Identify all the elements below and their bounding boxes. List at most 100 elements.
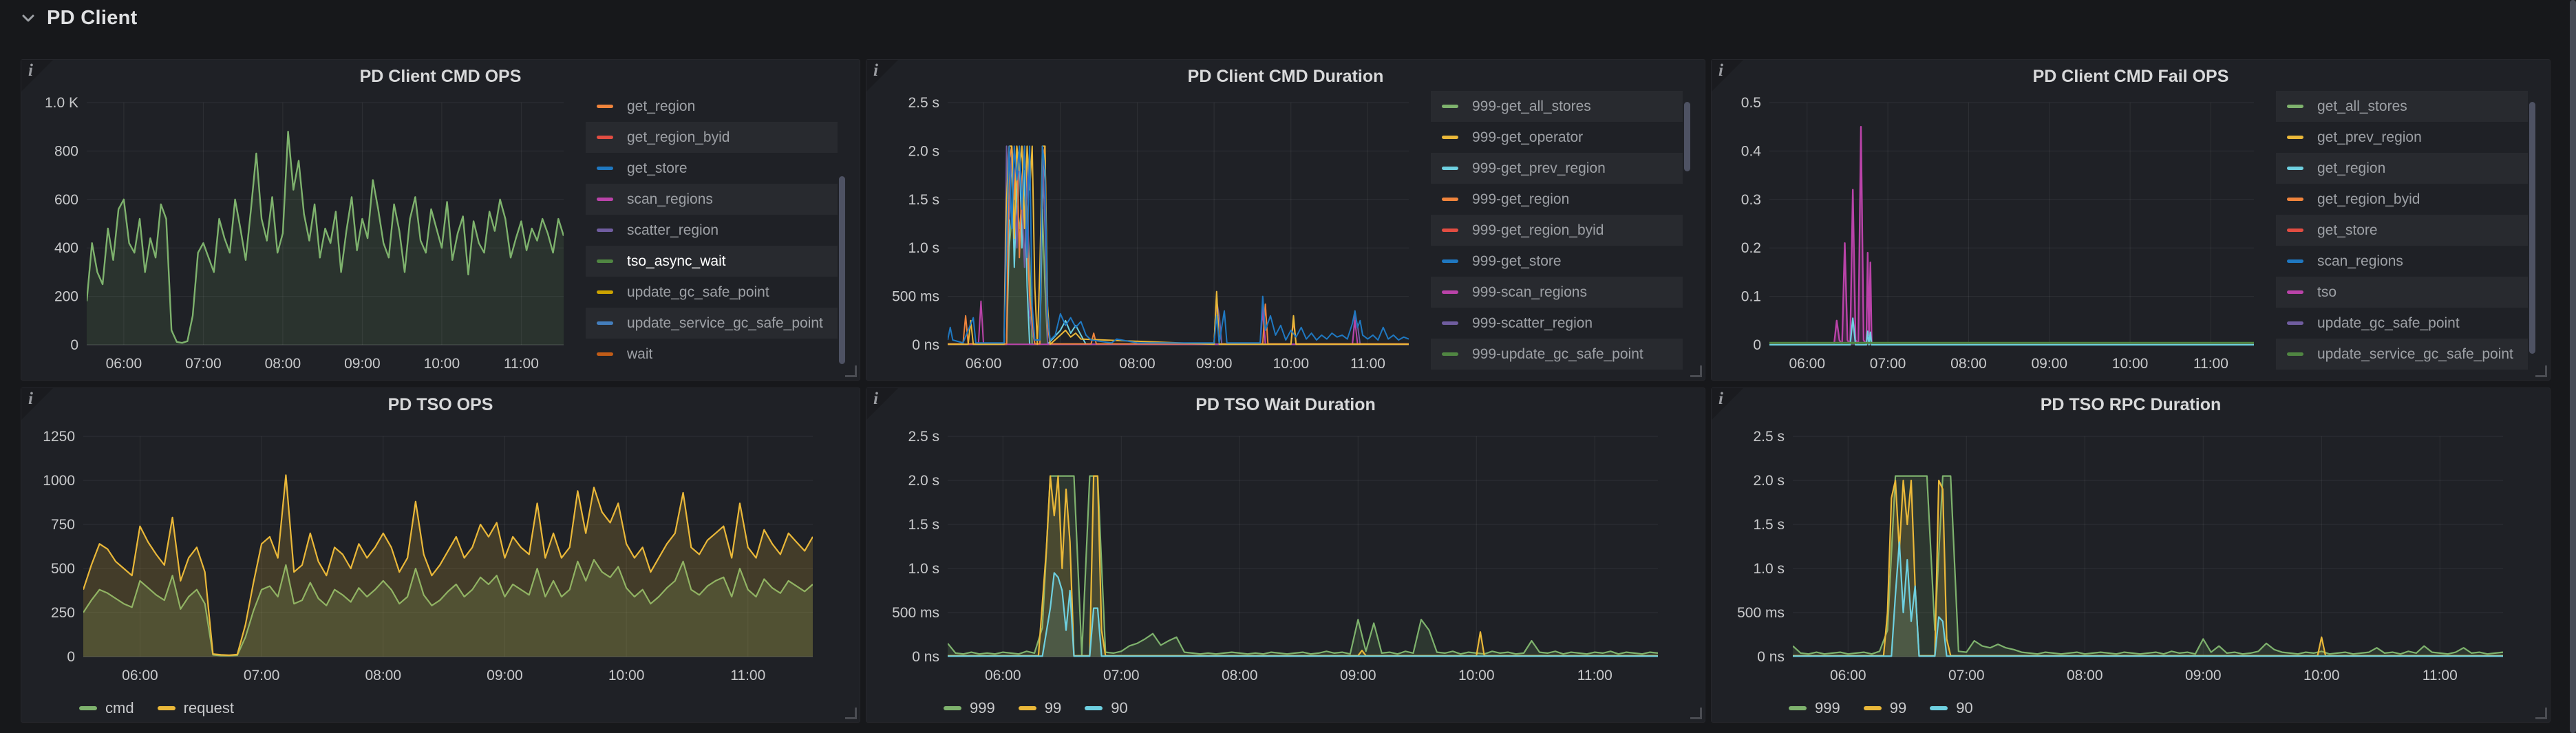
info-icon: i [28, 61, 33, 80]
y-tick-label: 200 [54, 289, 78, 305]
legend-item-99[interactable]: 99 [1863, 699, 1906, 717]
legend-swatch [597, 105, 613, 108]
legend-swatch [944, 706, 961, 710]
legend: get_region get_region_byid get_store scan_r… [586, 91, 838, 370]
x-tick-label: 09:00 [344, 356, 381, 372]
x-tick-label: 10:00 [608, 668, 645, 683]
panel-title[interactable]: PD Client CMD Fail OPS [2032, 67, 2229, 86]
y-tick-label: 500 ms [1737, 605, 1785, 621]
legend-item-scan-regions[interactable]: scan_regions [2276, 246, 2528, 277]
panel-resize-handle[interactable] [2535, 365, 2547, 377]
y-tick-label: 0.2 [1741, 240, 1761, 256]
legend-item-99[interactable]: 99 [1018, 699, 1062, 717]
x-tick-label: 08:00 [1950, 356, 1987, 372]
legend-item-999-get-store[interactable]: 999-get_store [1431, 246, 1683, 277]
y-tick-label: 1.0 s [908, 561, 939, 577]
chart-pd-tso-wait-duration: 2.5 s 2.0 s 1.5 s 1.0 s 500 ms 0 ns 06:00 07:00… [892, 429, 1658, 683]
legend-label: get_region_byid [627, 129, 730, 145]
panel-resize-handle[interactable] [1690, 708, 1702, 719]
legend-item-tso-async-wait[interactable]: tso_async_wait [586, 246, 838, 277]
panel-resize-handle[interactable] [1690, 365, 1702, 377]
legend-item-999-update-gc-safe-point[interactable]: 999-update_gc_safe_point [1431, 339, 1683, 370]
legend-item-tso[interactable]: tso [2276, 277, 2528, 308]
legend-item-wait[interactable]: wait [586, 339, 838, 370]
info-icon: i [1718, 390, 1723, 408]
y-tick-label: 2.5 s [908, 429, 939, 445]
legend-item-get-store[interactable]: get_store [586, 153, 838, 184]
legend-item-scan-regions[interactable]: scan_regions [586, 184, 838, 215]
legend-swatch [597, 229, 613, 232]
x-tick-label: 08:00 [2067, 668, 2103, 683]
panel-title[interactable]: PD Client CMD OPS [359, 67, 522, 86]
legend-label: 90 [1111, 699, 1128, 716]
legend-scrollbar[interactable] [839, 176, 845, 364]
legend-label: 999-get_all_stores [1472, 98, 1591, 114]
legend: get_all_stores get_prev_region get_region g… [2276, 91, 2528, 370]
legend-scrollbar[interactable] [1684, 102, 1690, 171]
legend-item-999-get-region[interactable]: 999-get_region [1431, 184, 1683, 215]
legend-item-999-get-prev-region[interactable]: 999-get_prev_region [1431, 153, 1683, 184]
legend-item-get-region[interactable]: get_region [2276, 153, 2528, 184]
y-tick-label: 0.1 [1741, 289, 1761, 305]
legend-item-get-region-byid[interactable]: get_region_byid [2276, 184, 2528, 215]
legend-item-999-get-region-byid[interactable]: 999-get_region_byid [1431, 215, 1683, 246]
panel-resize-handle[interactable] [2535, 708, 2547, 719]
panel-title[interactable]: PD TSO Wait Duration [1195, 395, 1376, 414]
legend-item-get-region-byid[interactable]: get_region_byid [586, 122, 838, 153]
panel-title[interactable]: PD TSO RPC Duration [2040, 395, 2222, 414]
legend-item-update-gc-safe-point[interactable]: update_gc_safe_point [586, 277, 838, 308]
legend-item-update-gc-safe-point[interactable]: update_gc_safe_point [2276, 308, 2528, 339]
panel-resize-handle[interactable] [845, 708, 857, 719]
legend-swatch [2287, 198, 2303, 201]
panel-title[interactable]: PD TSO OPS [387, 395, 493, 414]
dashboard-row-header[interactable]: PD Client [19, 4, 138, 32]
legend-item-999-scan-regions[interactable]: 999-scan_regions [1431, 277, 1683, 308]
panel-resize-handle[interactable] [845, 365, 857, 377]
legend-item-get-prev-region[interactable]: get_prev_region [2276, 122, 2528, 153]
y-tick-label: 0.5 [1741, 95, 1761, 111]
legend-item-scatter-region[interactable]: scatter_region [586, 215, 838, 246]
x-tick-label: 11:00 [1577, 668, 1612, 683]
legend-label: 99 [1044, 699, 1062, 716]
legend-label: 999-update_gc_safe_point [1472, 346, 1643, 362]
legend-item-999[interactable]: 999 [944, 699, 995, 717]
panel-pd-tso-rpc-duration: i PD TSO RPC Duration 2.5 s 2.0 s 1.5 s 1.0 s… [1711, 387, 2551, 723]
legend-item-999-get-all-stores[interactable]: 999-get_all_stores [1431, 91, 1683, 122]
legend-item-90[interactable]: 90 [1085, 699, 1128, 717]
legend-item-get-store[interactable]: get_store [2276, 215, 2528, 246]
info-icon: i [28, 390, 33, 408]
legend-scrollbar[interactable] [2529, 102, 2535, 354]
chevron-down-icon [19, 9, 37, 27]
x-tick-label: 09:00 [2185, 668, 2222, 683]
legend: 999 99 90 [1789, 699, 1973, 717]
legend-label: scan_regions [2317, 253, 2403, 269]
legend-label: cmd [105, 699, 134, 716]
legend-label: 999-get_prev_region [1472, 160, 1606, 176]
legend-swatch [1442, 198, 1458, 201]
page-scrollbar[interactable] [2570, 0, 2576, 733]
legend-item-get-all-stores[interactable]: get_all_stores [2276, 91, 2528, 122]
x-tick-label: 10:00 [2112, 356, 2149, 372]
legend-label: 999-get_region [1472, 191, 1570, 207]
legend-label: 999-get_operator [1472, 129, 1584, 145]
y-tick-label: 1.5 s [1753, 517, 1785, 533]
legend-item-update-service-gc-safe-point[interactable]: update_service_gc_safe_point [2276, 339, 2528, 370]
legend-item-999-get-operator[interactable]: 999-get_operator [1431, 122, 1683, 153]
legend-item-update-service-gc-safe-point[interactable]: update_service_gc_safe_point [586, 308, 838, 339]
legend-label: tso_async_wait [627, 253, 726, 269]
legend: 999-get_all_stores 999-get_operator 999-ge… [1431, 91, 1683, 370]
legend-item-90[interactable]: 90 [1930, 699, 1973, 717]
legend-label: get_prev_region [2317, 129, 2422, 145]
legend-swatch [1442, 167, 1458, 170]
legend-swatch [597, 321, 613, 325]
y-tick-label: 0 ns [912, 337, 939, 353]
legend-item-cmd[interactable]: cmd [79, 699, 134, 717]
legend-item-get-region[interactable]: get_region [586, 91, 838, 122]
legend-item-request[interactable]: request [157, 699, 234, 717]
legend-item-999[interactable]: 999 [1789, 699, 1840, 717]
legend-item-999-scatter-region[interactable]: 999-scatter_region [1431, 308, 1683, 339]
panel-title[interactable]: PD Client CMD Duration [1187, 67, 1384, 86]
x-tick-label: 07:00 [1948, 668, 1985, 683]
legend-swatch [2287, 259, 2303, 263]
x-tick-label: 11:00 [730, 668, 765, 683]
